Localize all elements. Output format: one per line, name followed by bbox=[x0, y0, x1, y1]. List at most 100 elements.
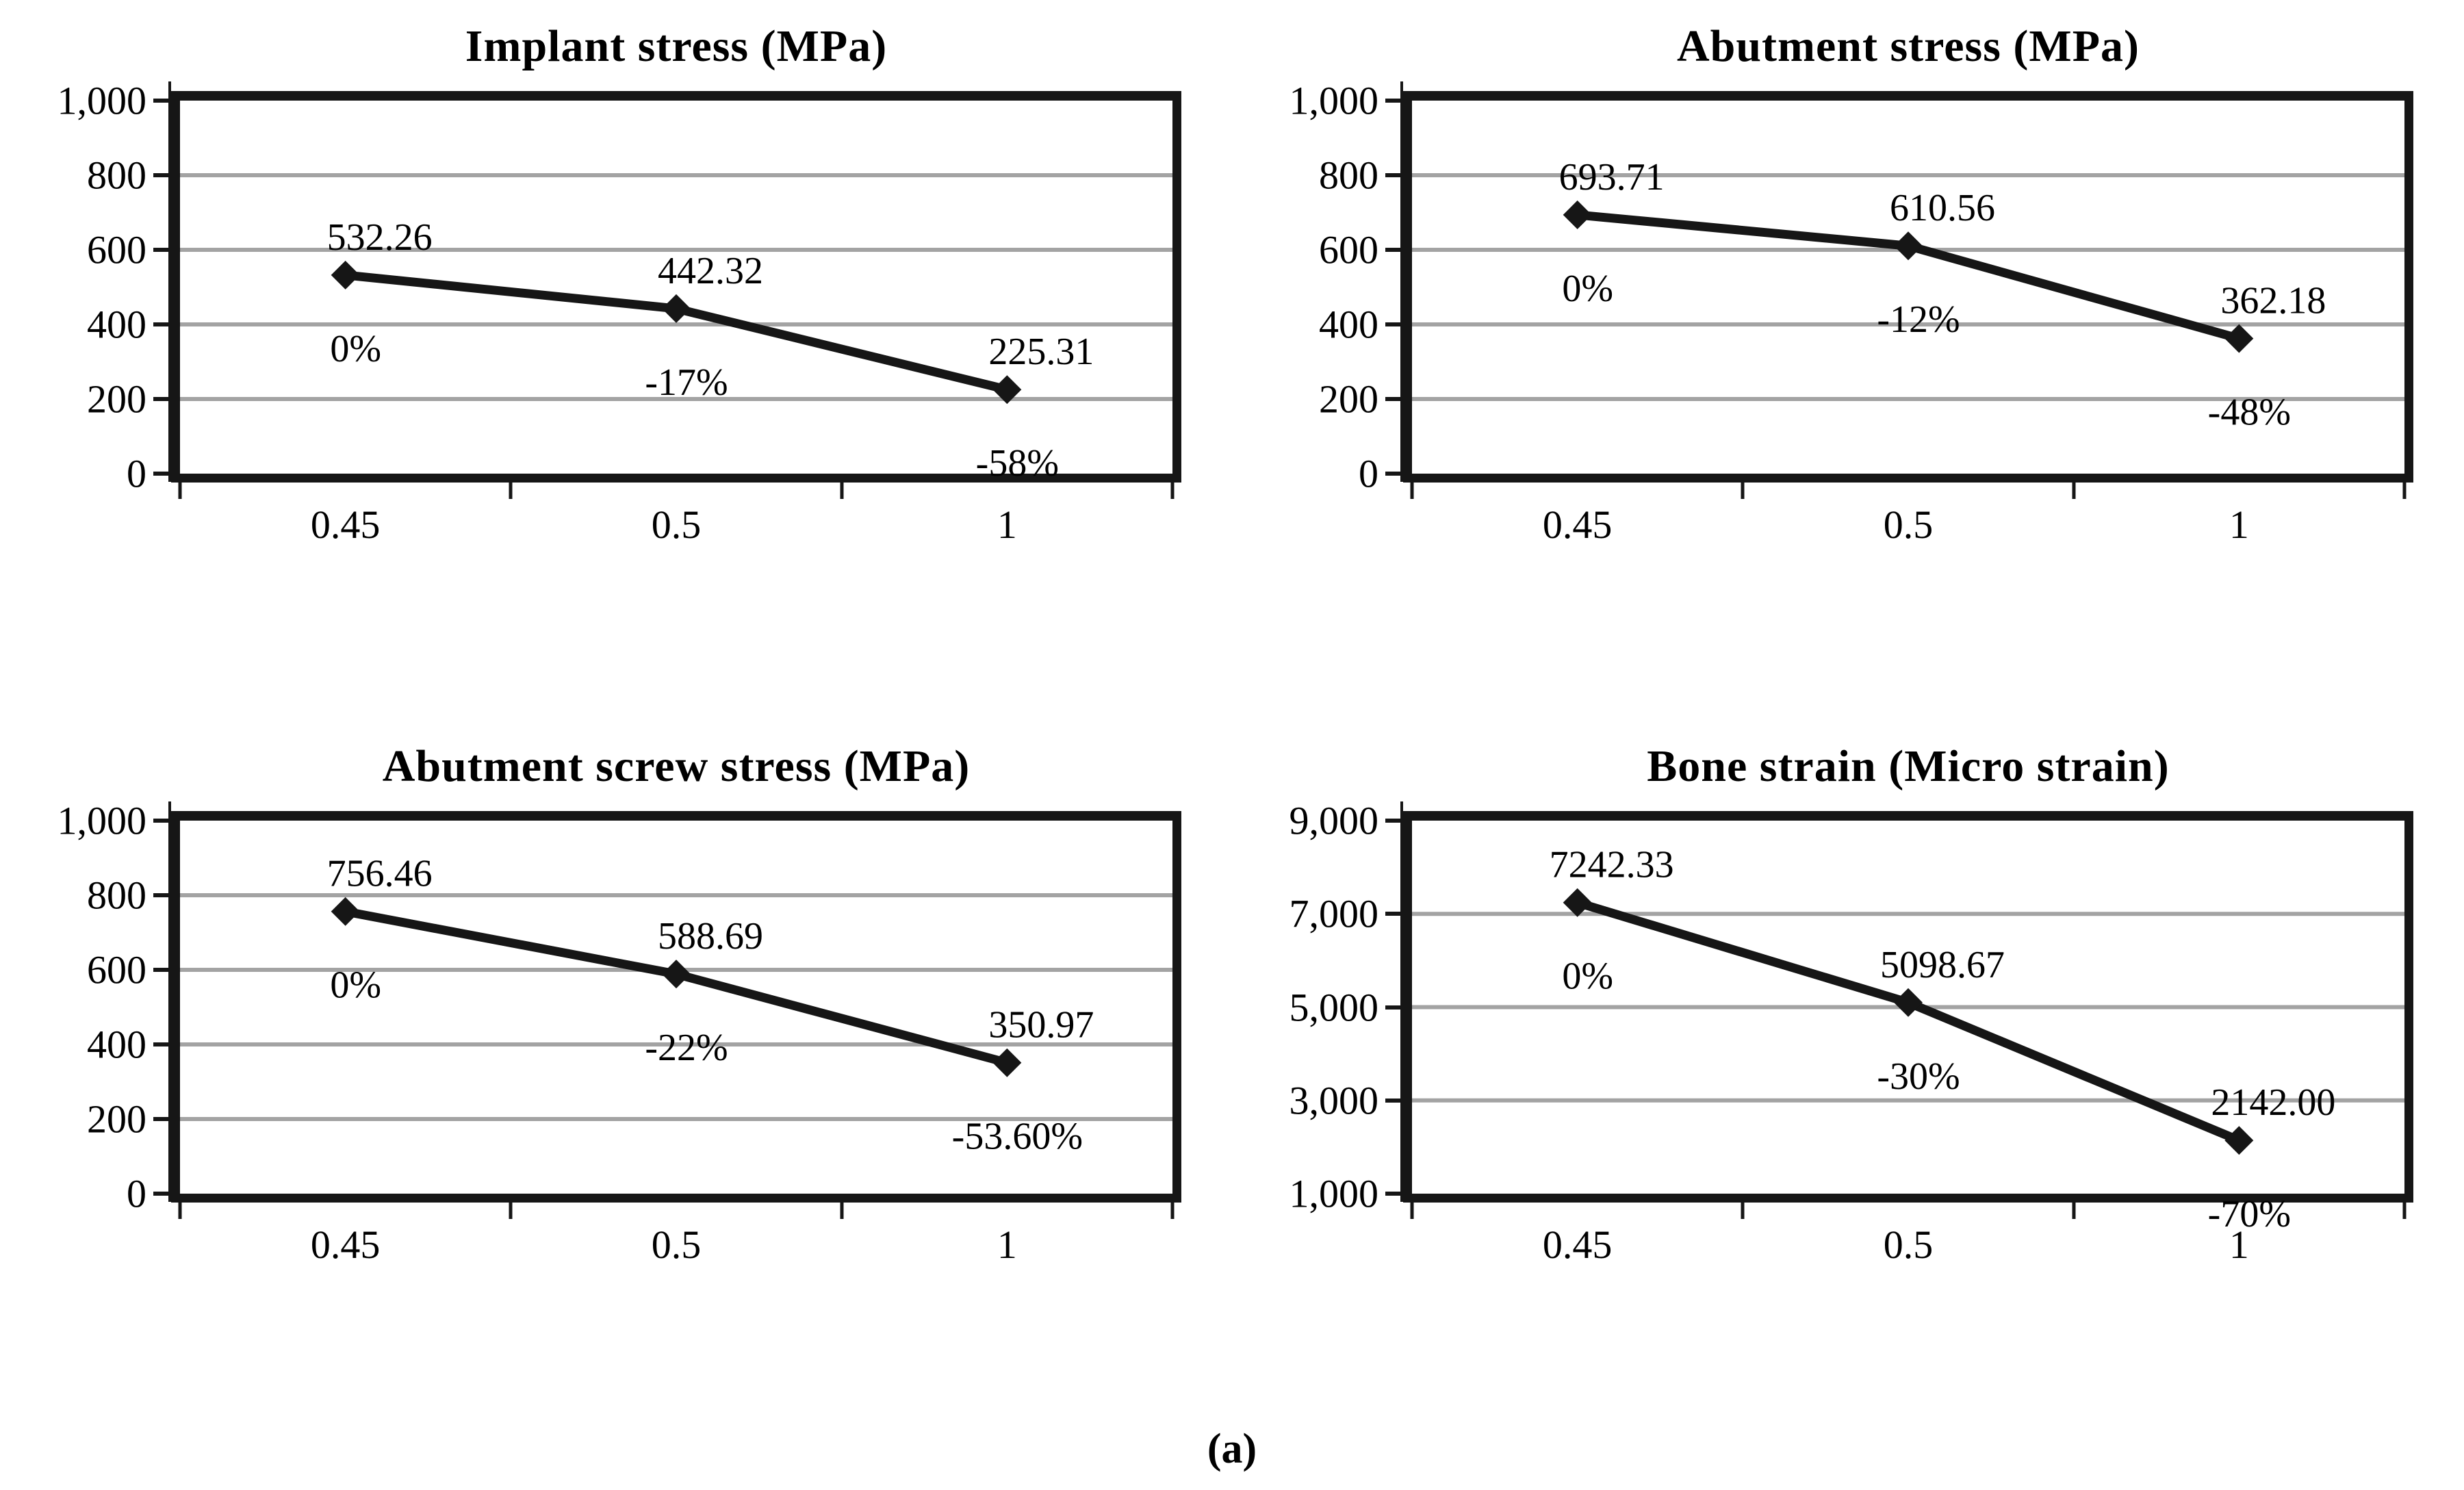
x-tick-mark bbox=[178, 483, 182, 499]
x-tick-label: 0.45 bbox=[310, 1222, 381, 1267]
data-point-marker bbox=[1563, 200, 1592, 229]
data-point-marker bbox=[1563, 888, 1592, 917]
x-axis: 0.45 0.5 1 bbox=[1403, 483, 2413, 561]
x-tick-label: 0.5 bbox=[1883, 502, 1934, 547]
x-tick-label: 1 bbox=[997, 502, 1017, 547]
figure-caption: (a) bbox=[1207, 1426, 1257, 1472]
data-point-marker bbox=[2224, 1126, 2254, 1155]
x-tick-label: 1 bbox=[2229, 1222, 2249, 1267]
y-tick-mark bbox=[153, 1192, 171, 1196]
y-tick-mark bbox=[1385, 1192, 1403, 1196]
plot-area: 7242.33 0% 5098.67 -30% 2142.00 -70% bbox=[1403, 811, 2413, 1235]
y-tick-mark bbox=[1385, 99, 1403, 103]
chart-implant-stress: Implant stress (MPa) 0 200 400 600 800 1,000 … bbox=[0, 12, 1232, 561]
value-label: 7242.33 bbox=[1550, 844, 1674, 886]
percent-change-label: -53.60% bbox=[952, 1116, 1083, 1158]
y-axis: 0 200 400 600 800 1,000 bbox=[1232, 79, 1403, 496]
x-tick-label: 0.45 bbox=[1542, 502, 1613, 547]
y-tick-mark bbox=[153, 173, 171, 177]
data-point-marker bbox=[2224, 324, 2254, 353]
x-tick-label: 1 bbox=[997, 1222, 1017, 1267]
data-point-marker bbox=[992, 1048, 1022, 1077]
y-tick-label: 800 bbox=[87, 873, 146, 918]
plot-area: 756.46 0% 588.69 -22% 350.97 -53.60% bbox=[171, 811, 1181, 1203]
x-tick-mark bbox=[1170, 483, 1175, 499]
y-tick-mark bbox=[153, 472, 171, 476]
percent-change-label: -17% bbox=[645, 361, 728, 404]
y-tick-label: 200 bbox=[87, 1096, 146, 1142]
y-tick-label: 800 bbox=[87, 153, 146, 198]
x-axis: 0.45 0.5 1 bbox=[171, 1203, 1181, 1281]
y-tick-label: 0 bbox=[1359, 451, 1378, 496]
chart-title: Abutment stress (MPa) bbox=[1676, 21, 2140, 71]
x-axis: 0.45 0.5 1 bbox=[171, 483, 1181, 561]
y-axis-line bbox=[1400, 81, 1403, 482]
y-axis-line bbox=[1400, 801, 1403, 1202]
percent-change-label: -30% bbox=[1877, 1055, 1960, 1098]
percent-change-label: -70% bbox=[2208, 1193, 2291, 1235]
percent-change-label: -12% bbox=[1877, 298, 1960, 341]
y-tick-mark bbox=[1385, 397, 1403, 401]
data-point-marker bbox=[1894, 231, 1923, 261]
y-tick-mark bbox=[153, 819, 171, 823]
chart-title: Abutment screw stress (MPa) bbox=[382, 741, 971, 791]
x-tick-label: 0.5 bbox=[651, 1222, 702, 1267]
data-point-marker bbox=[331, 897, 360, 926]
x-tick-mark bbox=[509, 1203, 513, 1219]
x-tick-mark bbox=[178, 1203, 182, 1219]
x-tick-mark bbox=[840, 483, 844, 499]
charts-grid: Implant stress (MPa) 0 200 400 600 800 1,000 … bbox=[0, 12, 2464, 1281]
data-point-marker bbox=[662, 294, 691, 323]
y-tick-mark bbox=[1385, 912, 1403, 916]
x-tick-mark bbox=[1741, 483, 1745, 499]
x-tick-mark bbox=[2402, 483, 2407, 499]
chart-bone-strain: Bone strain (Micro strain) 1,000 3,000 5,0… bbox=[1232, 732, 2464, 1281]
y-tick-label: 0 bbox=[127, 451, 146, 496]
x-tick-mark bbox=[1170, 1203, 1175, 1219]
y-tick-mark bbox=[1385, 472, 1403, 476]
y-axis: 0 200 400 600 800 1,000 bbox=[0, 79, 171, 496]
y-tick-mark bbox=[1385, 1005, 1403, 1010]
data-point-marker bbox=[331, 260, 360, 290]
y-tick-mark bbox=[153, 1042, 171, 1046]
y-axis: 1,000 3,000 5,000 7,000 9,000 bbox=[1232, 799, 1403, 1216]
percent-change-label: 0% bbox=[1562, 268, 1613, 310]
y-tick-label: 3,000 bbox=[1289, 1078, 1379, 1123]
y-tick-mark bbox=[153, 99, 171, 103]
value-label: 588.69 bbox=[658, 915, 763, 958]
plot-area: 693.71 0% 610.56 -12% 362.18 -48% bbox=[1403, 91, 2413, 483]
chart-body: 0 200 400 600 800 1,000 756.46 0% 588.69 -22% 350… bbox=[0, 799, 1232, 1216]
chart-abutment-screw-stress: Abutment screw stress (MPa) 0 200 400 600 80… bbox=[0, 732, 1232, 1281]
x-tick-mark bbox=[840, 1203, 844, 1219]
data-point-marker bbox=[992, 375, 1022, 404]
x-tick-label: 1 bbox=[2229, 502, 2249, 547]
chart-body: 0 200 400 600 800 1,000 532.26 0% 442.32 -17% 225… bbox=[0, 79, 1232, 496]
percent-change-label: -58% bbox=[976, 442, 1059, 485]
y-axis-line bbox=[168, 801, 171, 1202]
x-tick-label: 0.5 bbox=[1883, 1222, 1934, 1267]
x-tick-label: 0.5 bbox=[651, 502, 702, 547]
plot-svg: 532.26 0% 442.32 -17% 225.31 -58% bbox=[180, 173, 1172, 485]
chart-title: Bone strain (Micro strain) bbox=[1647, 741, 2170, 791]
y-tick-label: 600 bbox=[1319, 227, 1378, 272]
percent-change-label: 0% bbox=[330, 328, 381, 370]
plot-area: 532.26 0% 442.32 -17% 225.31 -58% bbox=[171, 91, 1181, 485]
y-axis-line bbox=[168, 81, 171, 482]
plot-svg: 693.71 0% 610.56 -12% 362.18 -48% bbox=[1412, 156, 2404, 434]
plot-svg: 756.46 0% 588.69 -22% 350.97 -53.60% bbox=[180, 853, 1172, 1158]
value-label: 756.46 bbox=[327, 853, 433, 895]
chart-title: Implant stress (MPa) bbox=[465, 21, 888, 71]
x-tick-mark bbox=[2402, 1203, 2407, 1219]
x-tick-mark bbox=[1741, 1203, 1745, 1219]
x-tick-mark bbox=[1410, 483, 1414, 499]
plot-svg: 7242.33 0% 5098.67 -30% 2142.00 -70% bbox=[1412, 844, 2404, 1235]
y-tick-mark bbox=[153, 968, 171, 972]
y-tick-mark bbox=[153, 1117, 171, 1121]
y-tick-label: 9,000 bbox=[1289, 798, 1379, 843]
y-tick-label: 200 bbox=[1319, 376, 1378, 422]
percent-change-label: -48% bbox=[2208, 391, 2291, 434]
chart-abutment-stress: Abutment stress (MPa) 0 200 400 600 800 1,000… bbox=[1232, 12, 2464, 561]
y-tick-mark bbox=[153, 893, 171, 897]
y-tick-label: 7,000 bbox=[1289, 891, 1379, 936]
y-tick-mark bbox=[1385, 1098, 1403, 1103]
